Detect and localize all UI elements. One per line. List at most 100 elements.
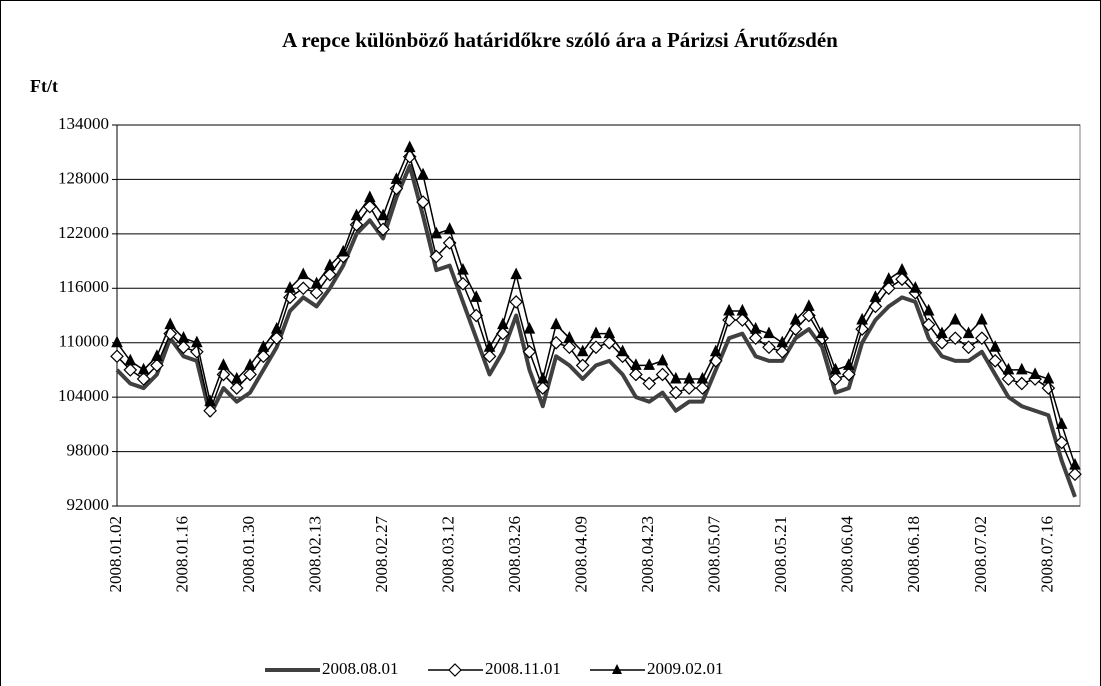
series-marker xyxy=(151,349,163,361)
series-marker xyxy=(456,276,470,291)
series-marker xyxy=(696,371,709,384)
series-marker xyxy=(683,371,695,384)
series-marker xyxy=(1001,372,1016,386)
series-marker xyxy=(457,263,469,275)
y-tick-label: 122000 xyxy=(58,223,109,242)
series-marker xyxy=(722,313,736,327)
legend-marker xyxy=(448,663,462,677)
series-marker xyxy=(244,358,256,370)
chart-title: A repce különböző határidőkre szóló ára … xyxy=(282,28,838,52)
series-marker xyxy=(962,326,975,339)
x-tick-label: 2008.01.16 xyxy=(172,516,191,593)
legend-label: 2008.11.01 xyxy=(485,659,561,678)
series-marker xyxy=(935,335,949,350)
series-marker xyxy=(856,312,868,325)
series-marker xyxy=(535,381,550,395)
series-marker xyxy=(522,344,537,359)
series-marker xyxy=(655,367,670,382)
series-marker xyxy=(497,317,509,330)
series-marker xyxy=(590,326,602,339)
series-marker xyxy=(735,313,750,327)
series-marker xyxy=(257,340,270,352)
series-marker xyxy=(736,303,749,316)
series-marker xyxy=(256,349,271,364)
series-marker xyxy=(936,326,948,339)
series-marker xyxy=(921,317,936,332)
series-marker xyxy=(284,281,296,293)
series-marker xyxy=(668,385,683,400)
series-marker xyxy=(775,344,790,359)
y-tick-label: 92000 xyxy=(67,495,110,514)
series-marker xyxy=(137,362,150,375)
series-marker xyxy=(550,317,562,330)
x-tick-label: 2008.06.04 xyxy=(838,516,857,593)
series-marker xyxy=(482,349,497,364)
series-marker xyxy=(269,331,284,346)
series-marker xyxy=(204,394,216,407)
legend-marker xyxy=(612,664,622,674)
series-marker xyxy=(470,290,483,302)
series-marker xyxy=(829,362,842,375)
series-marker xyxy=(988,354,1003,368)
y-axis-label: Ft/t xyxy=(30,76,58,96)
x-tick-label: 2008.07.02 xyxy=(971,516,990,593)
series-marker xyxy=(350,208,363,221)
series-marker xyxy=(562,340,577,355)
series-marker xyxy=(362,199,377,214)
series-marker xyxy=(523,321,536,334)
series-marker xyxy=(975,331,989,346)
series-marker xyxy=(896,263,908,275)
x-tick-label: 2008.07.16 xyxy=(1037,516,1056,593)
series-marker xyxy=(789,312,802,325)
series-marker xyxy=(670,371,682,384)
x-tick-label: 2008.04.09 xyxy=(572,516,591,593)
y-tick-label: 128000 xyxy=(58,168,109,187)
series-marker xyxy=(1055,417,1068,429)
y-tick-label: 104000 xyxy=(58,386,109,405)
x-tick-label: 2008.01.30 xyxy=(239,516,258,593)
x-tick-label: 2008.02.27 xyxy=(372,516,391,593)
series-marker xyxy=(163,326,178,341)
series-marker xyxy=(416,195,430,209)
series-marker xyxy=(841,367,856,382)
series-marker xyxy=(1042,371,1055,384)
series-marker xyxy=(310,276,323,289)
series-marker xyxy=(176,340,191,355)
series-line xyxy=(115,163,1077,498)
series-marker xyxy=(150,358,164,373)
series-marker xyxy=(270,321,283,334)
series-marker xyxy=(1054,435,1069,450)
x-tick-label: 2008.02.13 xyxy=(305,516,324,593)
series-marker xyxy=(803,299,815,311)
series-marker xyxy=(603,326,616,339)
series-marker xyxy=(961,340,976,355)
series-marker xyxy=(895,272,909,287)
series-marker xyxy=(229,381,244,395)
series-marker xyxy=(217,358,230,370)
x-tick-label: 2008.04.23 xyxy=(638,516,657,593)
series-marker xyxy=(816,326,829,339)
series-marker xyxy=(136,372,151,386)
series-marker xyxy=(1069,458,1081,470)
series-marker xyxy=(1002,362,1015,375)
series-marker xyxy=(828,372,843,386)
series-marker xyxy=(576,344,589,357)
series-marker xyxy=(616,344,629,357)
series-marker xyxy=(429,249,444,264)
series-marker xyxy=(1029,367,1041,379)
series-marker xyxy=(430,226,443,239)
y-tick-label: 110000 xyxy=(59,332,109,351)
series-marker xyxy=(1041,381,1056,395)
series-marker xyxy=(363,190,376,203)
series-marker xyxy=(656,353,669,366)
series-marker xyxy=(403,140,416,153)
series-marker xyxy=(110,349,124,364)
series-marker xyxy=(948,331,963,346)
x-tick-label: 2008.06.18 xyxy=(904,516,923,593)
series-marker xyxy=(723,303,735,316)
series-marker xyxy=(203,403,217,418)
series-marker xyxy=(164,317,177,330)
series-marker xyxy=(443,222,456,234)
series-marker xyxy=(869,290,882,302)
series-marker xyxy=(682,381,696,395)
